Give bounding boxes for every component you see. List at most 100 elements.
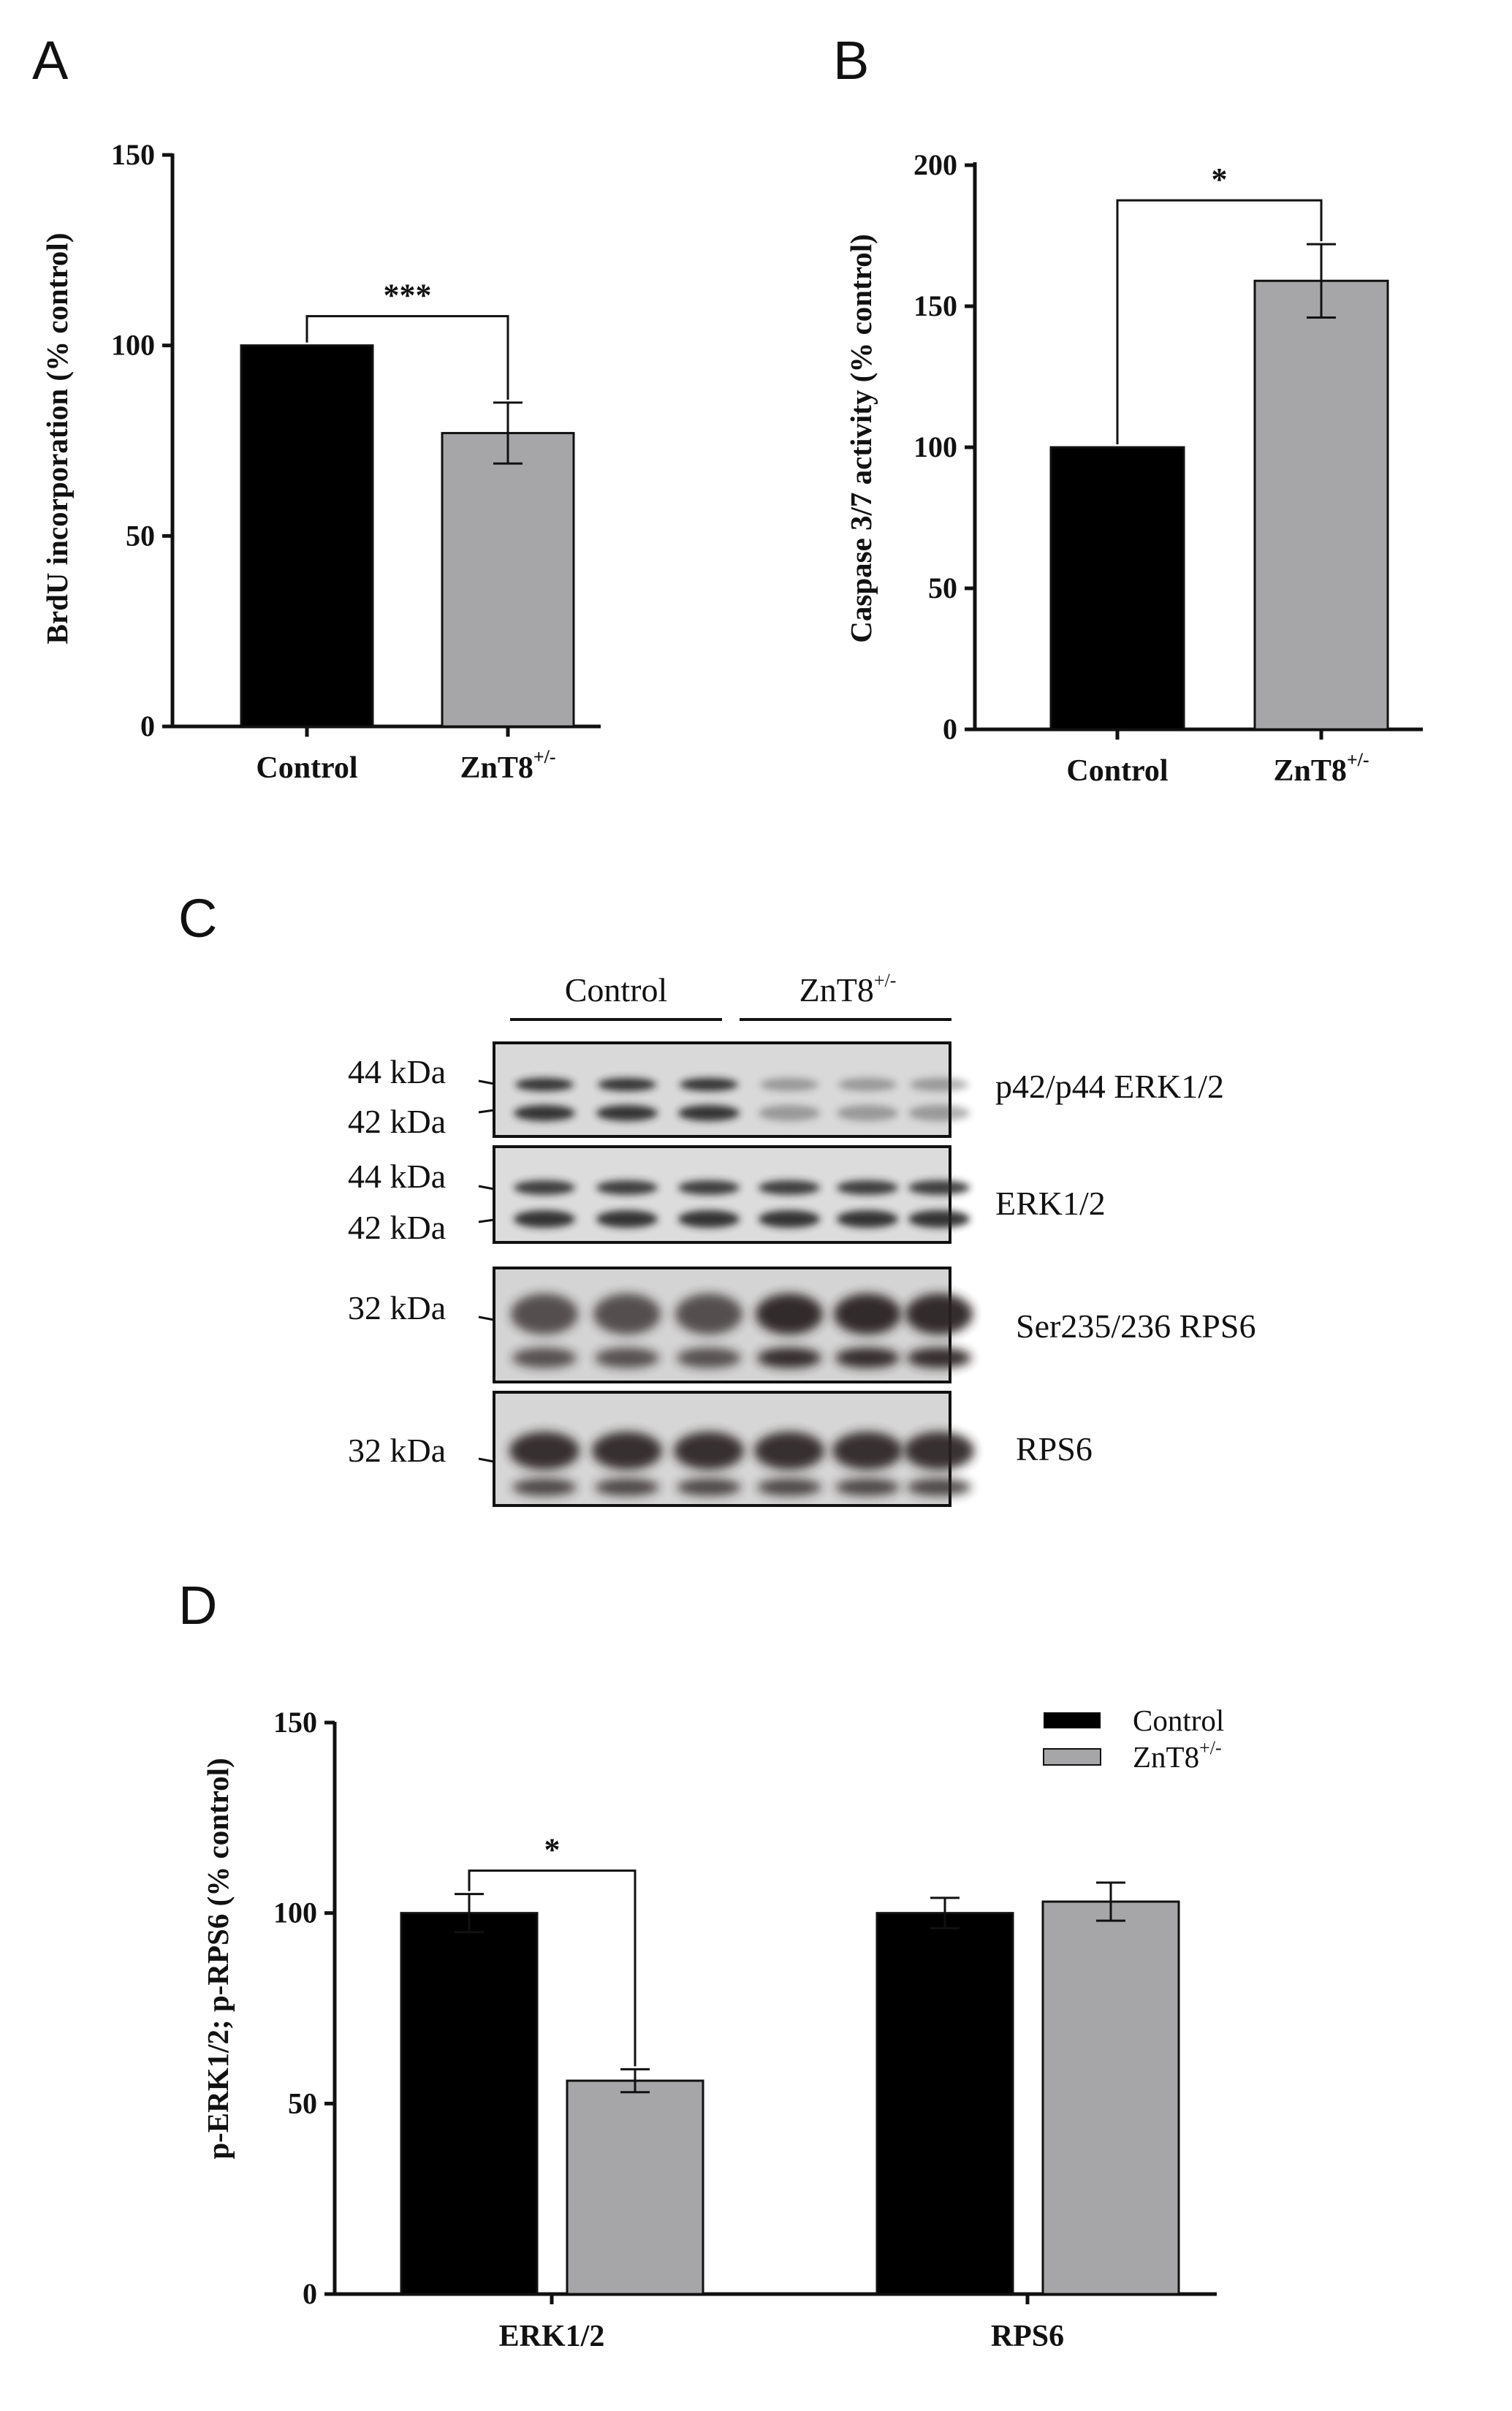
y-tick-label: 50 [126,519,155,552]
blot-row-label: RPS6 [1016,1430,1093,1468]
legend-superscript: +/- [1199,1737,1222,1758]
panel-letter-b: B [833,30,869,91]
blot-band [760,1078,818,1091]
blot-band [759,1105,820,1121]
y-tick-label: 0 [140,710,155,743]
blot-row-erk: 44 kDa 42 kDa ERK1/2 [348,1145,1106,1246]
blot-group-superscript: +/- [874,970,897,991]
legend: Control ZnT8+/- [1043,1704,1224,1774]
blot-band [837,1210,898,1228]
bar-znt8-rps6 [1041,1900,1180,2296]
blot-band [595,1348,659,1368]
y-tick-label: 150 [111,138,155,171]
blot-band [907,1478,971,1496]
blot-group-label-control: Control [565,971,668,1009]
blot-band [910,1078,968,1091]
blot-band [677,1478,741,1496]
western-blot: Control ZnT8+/- 44 kDa 42 kDa p42/p44 ER… [348,970,1255,1507]
y-tick-label: 150 [273,1706,317,1739]
y-axis-label: BrdU incorporation (% control) [40,233,74,645]
legend-swatch-control [1044,1712,1101,1728]
significance-label: * [544,1832,561,1868]
marker-tick [478,1185,495,1191]
legend-label-control: Control [1133,1704,1224,1737]
category-text: Control [256,751,357,785]
marker-label-32kda: 32 kDa [348,1432,446,1469]
blot-band [908,1180,970,1195]
marker-tick [478,1079,495,1085]
blot-band [593,1294,661,1334]
marker-label-32kda: 32 kDa [348,1289,446,1326]
blot-band [514,1105,575,1121]
blot-band [754,1432,824,1470]
blot-band [757,1478,821,1496]
category-superscript: +/- [1347,749,1369,770]
bar-control-rps6 [875,1912,1014,2296]
x-tick-label: ZnT8+/- [1273,749,1369,788]
blot-band [675,1294,742,1334]
y-tick-label: 100 [273,1896,317,1929]
blot-band [514,1180,575,1195]
significance-bracket [1116,199,1323,444]
bar-control [1049,446,1185,731]
y-tick-label: 50 [288,2087,317,2119]
x-tick-label: RPS6 [991,2320,1064,2353]
blot-band [511,1294,578,1334]
chart-d-phospho: p-ERK1/2; p-RPS6 (% control) 0 50 100 150 *… [201,1704,1224,2353]
blot-band [512,1348,577,1368]
blot-band [512,1478,577,1496]
blot-band [595,1478,659,1496]
marker-label-42kda: 42 kDa [348,1103,446,1140]
legend-swatch-znt8 [1043,1748,1101,1766]
marker-tick [478,1109,495,1114]
blot-row-label: p42/p44 ERK1/2 [995,1068,1224,1105]
y-axis-label: p-ERK1/2; p-RPS6 (% control) [201,1758,235,2159]
blot-group-text: ZnT8 [799,971,874,1009]
significance-label: *** [384,278,432,314]
y-axis-label: Caspase 3/7 activity (% control) [844,234,878,643]
x-tick-label: Control [1066,754,1168,788]
blot-band [678,1105,740,1121]
blot-band [759,1180,820,1195]
blot-band [678,1180,740,1195]
blot-row-label: Ser235/236 RPS6 [1016,1307,1255,1345]
marker-label-44kda: 44 kDa [348,1053,446,1090]
blot-row-label: ERK1/2 [995,1185,1106,1222]
x-tick-label: ZnT8+/- [460,746,555,785]
blot-band [677,1348,741,1368]
marker-tick [478,1315,495,1321]
chart-b-caspase: Caspase 3/7 activity (% control) 0 50 100 1… [844,148,1423,788]
bar-control [240,344,374,728]
category-text: ZnT8 [1273,754,1346,788]
marker-label-44kda: 44 kDa [348,1158,446,1195]
blot-band [907,1348,971,1368]
y-tick-label: 0 [303,2277,317,2310]
blot-band [837,1180,898,1195]
blot-band [596,1105,658,1121]
bar-znt8 [441,432,575,728]
blot-band [757,1348,821,1368]
bar-znt8-erk [566,2079,704,2296]
panel-letter-a: A [32,30,69,91]
category-text: Control [1066,754,1168,788]
blot-band [680,1078,738,1091]
blot-band [832,1432,903,1470]
x-tick-label: Control [256,751,357,785]
bar-znt8 [1253,279,1389,731]
blot-band [515,1078,574,1091]
blot-band [908,1105,970,1121]
bar-control-erk [400,1912,539,2296]
blot-band [514,1210,575,1228]
legend-text: ZnT8 [1133,1740,1199,1774]
significance-bracket [305,315,509,400]
category-superscript: +/- [533,746,556,767]
blot-band [905,1294,973,1334]
blot-band [509,1432,580,1470]
blot-group-label-znt8: ZnT8+/- [799,970,897,1009]
marker-tick [478,1457,495,1463]
y-tick-label: 200 [913,148,957,181]
blot-band [834,1294,901,1334]
blot-band [756,1294,823,1334]
blot-frame [493,1145,951,1244]
blot-band [835,1478,900,1496]
